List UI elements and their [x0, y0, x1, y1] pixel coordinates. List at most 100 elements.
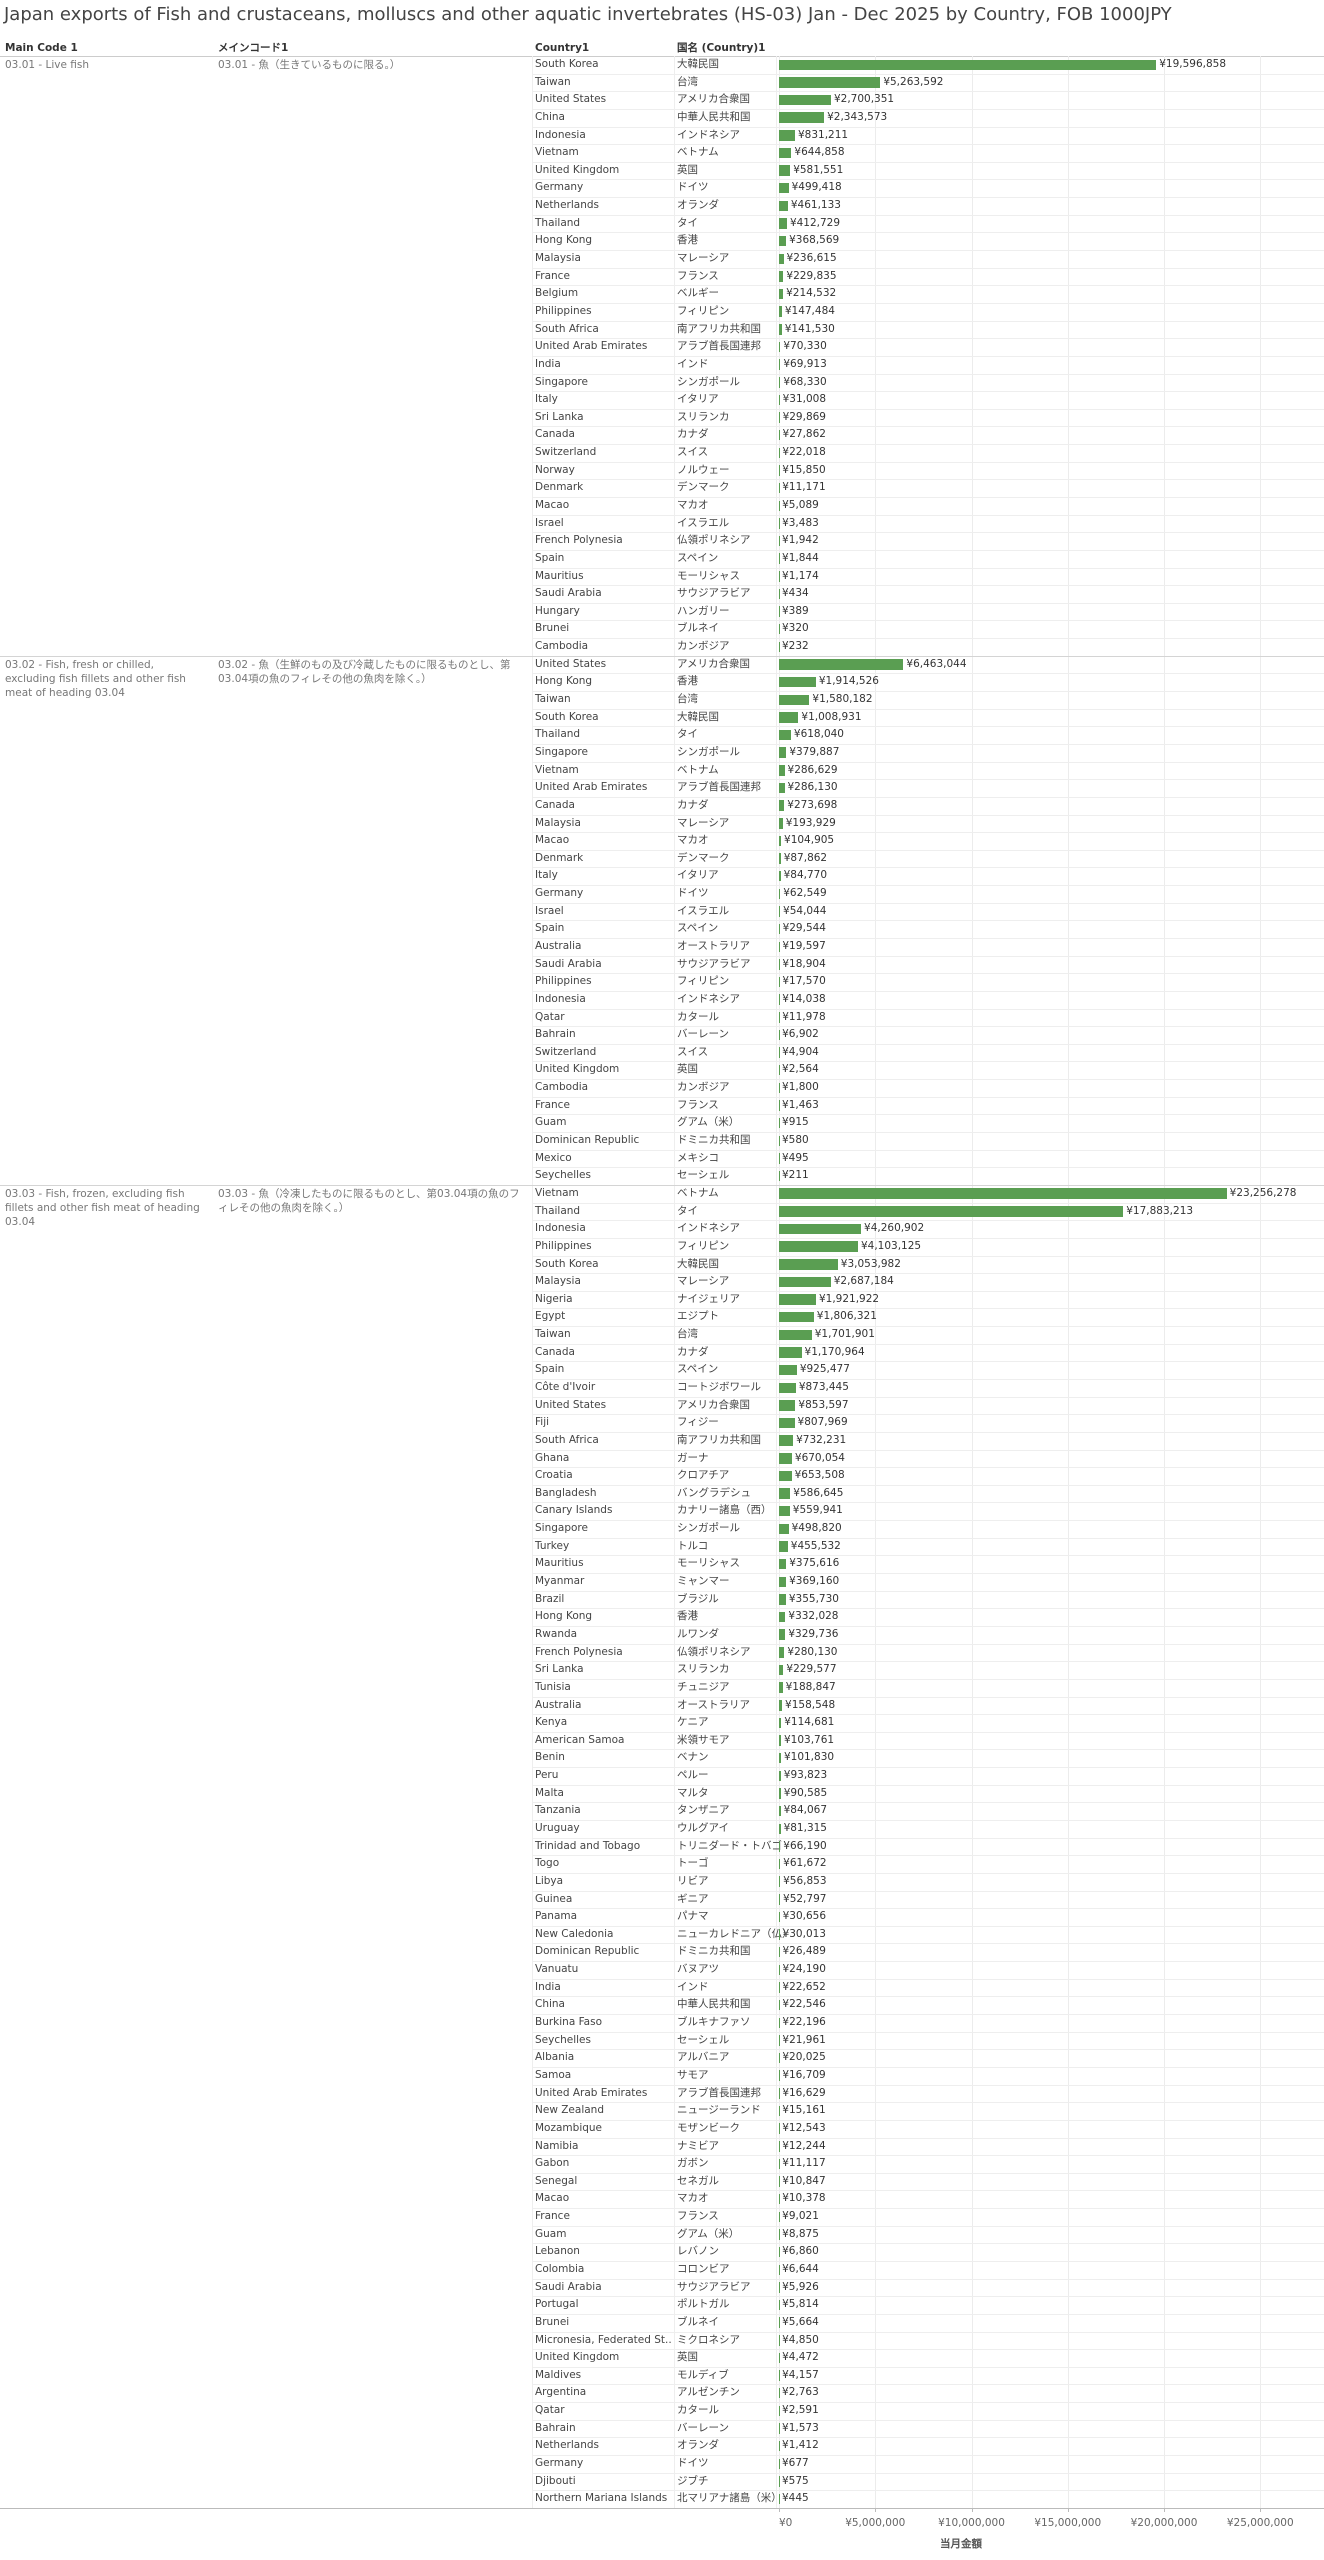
country-name-ja: ナイジェリア — [677, 1292, 740, 1305]
bar — [779, 1417, 795, 1429]
country-name-ja: スイス — [677, 1045, 709, 1058]
x-tick-label: ¥5,000,000 — [845, 2516, 906, 2529]
country-name: Singapore — [535, 375, 588, 388]
bar — [779, 200, 788, 212]
row-rule — [532, 691, 1324, 693]
row-rule — [532, 2384, 1324, 2386]
country-name: Germany — [535, 181, 584, 194]
bar — [779, 2299, 780, 2311]
data-label: ¥214,532 — [786, 287, 837, 300]
bar — [779, 1153, 780, 1164]
grid-line — [971, 56, 973, 2508]
data-label: ¥4,850 — [782, 2333, 819, 2346]
country-name-ja: ドミニカ共和国 — [677, 1945, 751, 1958]
country-name-ja: 仏領ポリネシア — [677, 1645, 751, 1658]
bar — [779, 2246, 780, 2258]
row-rule — [532, 232, 1324, 234]
x-tick — [1067, 2507, 1069, 2512]
row-rule — [532, 1343, 1324, 1345]
bar — [779, 818, 783, 829]
data-label: ¥229,577 — [786, 1663, 837, 1676]
country-name-ja: ミャンマー — [677, 1575, 730, 1588]
row-rule — [532, 1696, 1324, 1698]
row-rule — [532, 285, 1324, 287]
country-name: Northern Mariana Islands — [535, 2492, 668, 2505]
bar — [779, 394, 780, 406]
row-rule — [532, 1855, 1324, 1857]
country-name: Israel — [535, 516, 564, 529]
country-name-ja: カンボジア — [677, 1081, 730, 1094]
bar — [779, 1629, 786, 1640]
bar — [779, 235, 787, 247]
row-rule — [532, 2049, 1324, 2051]
bar — [779, 623, 780, 635]
country-name: Canary Islands — [535, 1504, 613, 1517]
data-label: ¥5,664 — [782, 2315, 819, 2328]
country-name: South Korea — [535, 1257, 599, 1270]
bar — [779, 518, 780, 529]
data-label: ¥68,330 — [783, 375, 827, 388]
country-name-ja: 香港 — [677, 1610, 698, 1623]
data-label: ¥141,530 — [784, 322, 835, 335]
data-label: ¥62,549 — [783, 887, 827, 900]
bar — [779, 1558, 787, 1570]
data-label: ¥2,564 — [782, 1063, 819, 1076]
data-label: ¥211 — [782, 1169, 809, 1182]
country-name-ja: モザンビーク — [677, 2121, 740, 2134]
data-label: ¥580 — [782, 1134, 809, 1147]
bar — [779, 2423, 780, 2434]
country-name: Mauritius — [535, 1557, 584, 1570]
country-name-ja: 英国 — [677, 163, 698, 176]
bar — [779, 1082, 780, 1094]
country-name: Spain — [535, 551, 565, 564]
data-label: ¥853,597 — [798, 1398, 849, 1411]
bar — [779, 465, 780, 476]
row-rule — [532, 497, 1324, 498]
row-rule — [532, 1467, 1324, 1469]
data-label: ¥236,615 — [786, 252, 837, 265]
bar — [779, 1206, 1124, 1217]
bar — [779, 641, 780, 653]
country-name: Germany — [535, 887, 584, 900]
data-label: ¥355,730 — [788, 1592, 839, 1605]
country-name-ja: ギニア — [677, 1892, 709, 1905]
bar — [779, 747, 787, 758]
row-rule — [532, 2402, 1324, 2404]
country-name-ja: ルワンダ — [677, 1627, 719, 1640]
data-label: ¥559,941 — [792, 1504, 843, 1517]
x-tick-label: ¥0 — [779, 2516, 793, 2529]
bar — [779, 1047, 780, 1058]
x-tick — [971, 2507, 973, 2512]
country-name: Cambodia — [535, 1081, 589, 1094]
bar — [779, 2229, 780, 2240]
bar — [779, 729, 791, 741]
country-name: Malta — [535, 1786, 564, 1799]
country-name-ja: デンマーク — [677, 851, 730, 864]
data-label: ¥1,463 — [782, 1098, 819, 1111]
bar — [779, 676, 816, 688]
country-name-ja: 英国 — [677, 2351, 698, 2364]
data-label: ¥2,700,351 — [833, 93, 895, 106]
country-name-ja: マカオ — [677, 2192, 709, 2205]
country-name-ja: タンザニア — [677, 1804, 730, 1817]
country-name-ja: アラブ首長国連邦 — [677, 2086, 761, 2099]
data-label: ¥54,044 — [783, 904, 827, 917]
row-rule — [532, 1520, 1324, 1522]
data-label: ¥12,543 — [782, 2121, 826, 2134]
data-label: ¥90,585 — [783, 1786, 828, 1799]
country-name: Côte d'Ivoir — [535, 1381, 596, 1393]
row-rule — [532, 1255, 1324, 1257]
country-name-ja: 南アフリカ共和国 — [677, 1433, 761, 1446]
country-name: Maldives — [535, 2368, 582, 2381]
row-rule — [532, 2278, 1324, 2280]
country-name-ja: パナマ — [677, 1910, 709, 1923]
country-name-ja: レバノン — [677, 2245, 719, 2258]
bar — [779, 1523, 789, 1535]
column-header: Main Code 1 — [5, 42, 78, 54]
country-name: Switzerland — [535, 446, 597, 459]
data-label: ¥31,008 — [782, 393, 827, 406]
row-rule — [532, 1449, 1324, 1451]
country-name-ja: マカオ — [677, 834, 709, 847]
row-rule — [532, 1308, 1324, 1310]
